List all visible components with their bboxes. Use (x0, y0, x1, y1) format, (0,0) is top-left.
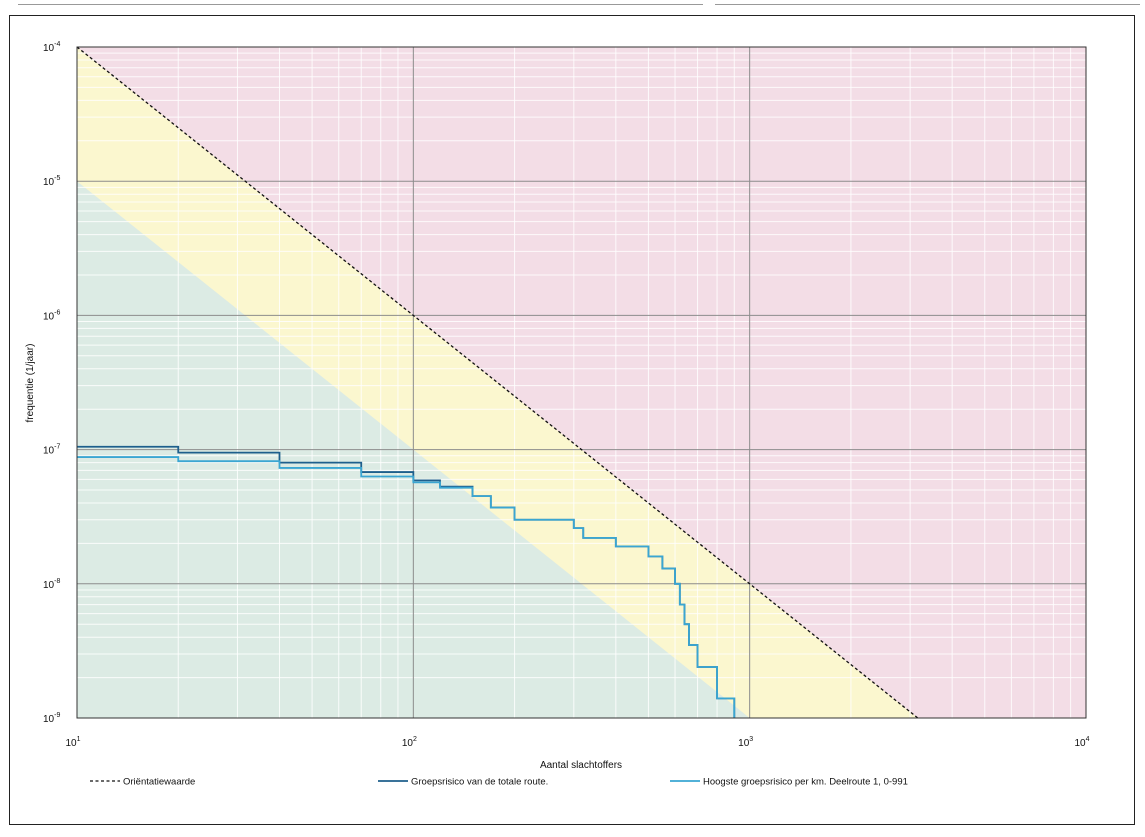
x-tick-label: 103 (738, 736, 753, 749)
y-tick-label: 10-4 (43, 41, 60, 54)
y-tick-label: 10-9 (43, 712, 60, 725)
y-tick-label: 10-6 (43, 309, 60, 322)
legend-label: Oriëntatiewaarde (123, 777, 195, 788)
y-tick-label: 10-5 (43, 175, 60, 188)
top-rule-right (715, 4, 1140, 5)
x-axis-label: Aantal slachtoffers (540, 760, 622, 771)
legend-label: Groepsrisico van de totale route. (411, 777, 548, 788)
x-tick-label: 101 (65, 736, 80, 749)
plot-area-border (76, 46, 1087, 719)
y-tick-label: 10-7 (43, 444, 60, 457)
series-line-hoogste-groepsrisico-per-km (77, 456, 736, 718)
x-tick-label: 102 (402, 736, 417, 749)
x-tick-label: 104 (1074, 736, 1089, 749)
legend-label: Hoogste groepsrisico per km. Deelroute 1… (703, 777, 908, 788)
y-tick-label: 10-8 (43, 578, 60, 591)
top-rule-left (18, 4, 703, 5)
y-axis-label: frequentie (1/jaar) (25, 344, 36, 423)
